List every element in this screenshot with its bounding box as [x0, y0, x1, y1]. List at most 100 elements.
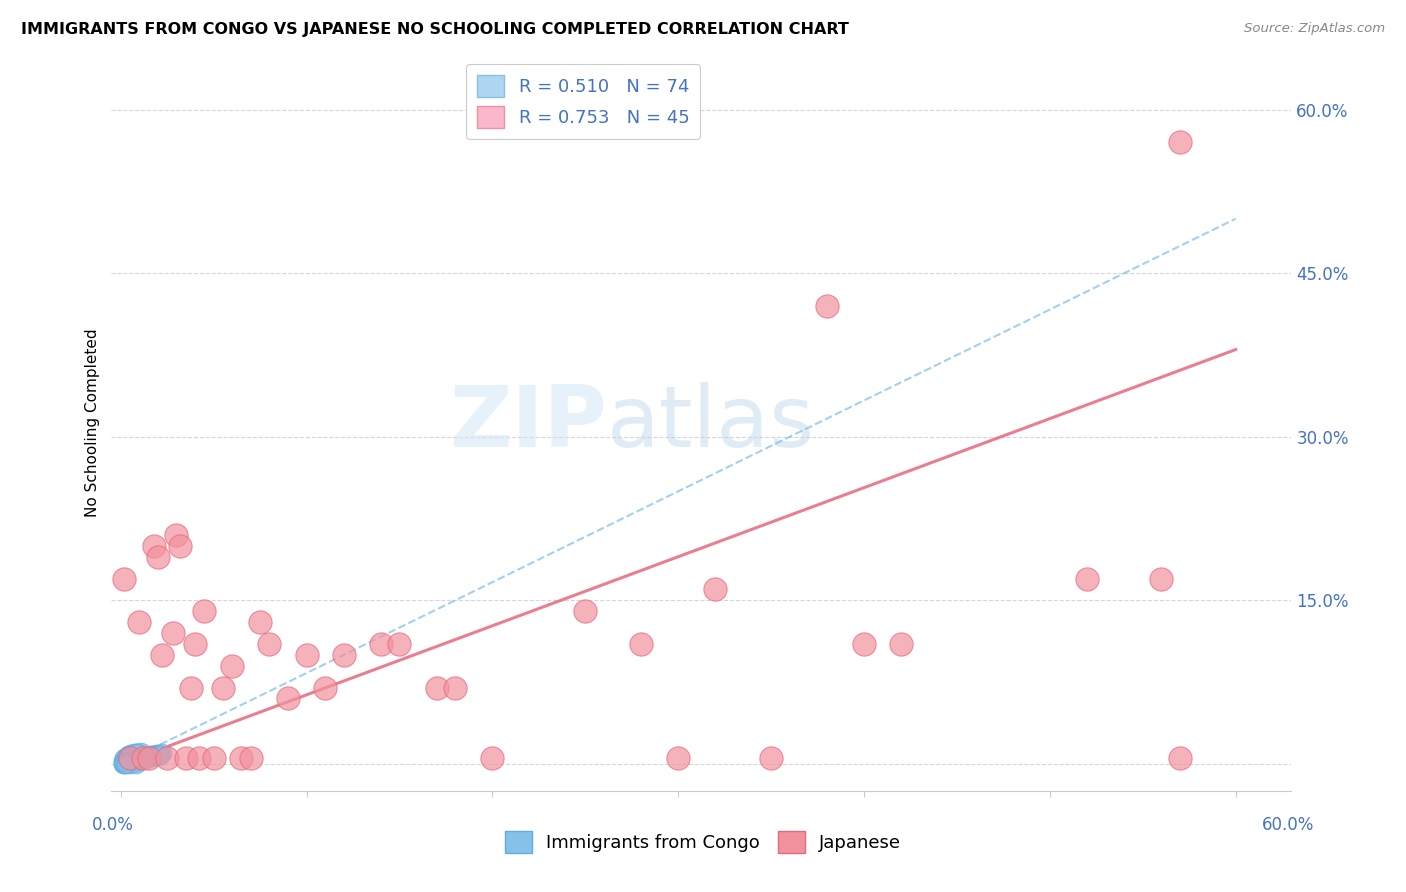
Point — [111, 756, 134, 771]
Point — [111, 756, 134, 770]
Point — [146, 549, 169, 564]
Point — [139, 748, 162, 763]
Point — [169, 539, 191, 553]
Legend: R = 0.510   N = 74, R = 0.753   N = 45: R = 0.510 N = 74, R = 0.753 N = 45 — [467, 64, 700, 139]
Point — [184, 637, 207, 651]
Point — [138, 751, 160, 765]
Point — [277, 691, 299, 706]
Point — [117, 748, 139, 763]
Point — [118, 751, 141, 765]
Point — [143, 749, 166, 764]
Point — [124, 753, 146, 767]
Point — [150, 648, 173, 662]
Point — [815, 299, 838, 313]
Point — [481, 751, 503, 765]
Point — [890, 637, 912, 651]
Point — [118, 749, 141, 764]
Point — [115, 755, 138, 769]
Point — [145, 747, 167, 761]
Point — [128, 753, 150, 767]
Point — [141, 750, 163, 764]
Point — [146, 749, 169, 764]
Point — [132, 751, 155, 765]
Point — [314, 681, 336, 695]
Point — [118, 754, 141, 768]
Point — [332, 648, 354, 662]
Point — [112, 755, 135, 769]
Point — [853, 637, 876, 651]
Text: Source: ZipAtlas.com: Source: ZipAtlas.com — [1244, 22, 1385, 36]
Point — [143, 539, 166, 553]
Point — [127, 746, 149, 760]
Point — [127, 755, 149, 769]
Point — [249, 615, 271, 629]
Point — [112, 756, 135, 770]
Point — [259, 637, 281, 651]
Point — [444, 681, 467, 695]
Point — [112, 756, 135, 771]
Point — [174, 751, 197, 765]
Point — [128, 746, 150, 760]
Point — [117, 756, 139, 770]
Point — [162, 626, 184, 640]
Point — [117, 755, 139, 769]
Point — [118, 756, 141, 770]
Point — [111, 756, 134, 770]
Point — [117, 756, 139, 770]
Point — [121, 754, 143, 768]
Point — [135, 751, 157, 765]
Point — [426, 681, 449, 695]
Legend: Immigrants from Congo, Japanese: Immigrants from Congo, Japanese — [498, 824, 908, 861]
Point — [115, 750, 138, 764]
Point — [118, 756, 141, 771]
Point — [124, 747, 146, 761]
Point — [149, 747, 172, 761]
Point — [115, 755, 138, 769]
Point — [122, 746, 145, 760]
Point — [630, 637, 652, 651]
Point — [124, 756, 146, 771]
Point — [388, 637, 411, 651]
Point — [122, 755, 145, 769]
Point — [121, 756, 143, 770]
Point — [134, 751, 156, 765]
Point — [129, 750, 152, 764]
Point — [122, 748, 145, 763]
Point — [132, 751, 155, 765]
Point — [128, 615, 150, 629]
Point — [187, 751, 209, 765]
Text: 0.0%: 0.0% — [91, 816, 134, 834]
Point — [1150, 572, 1173, 586]
Point — [122, 754, 145, 768]
Point — [112, 572, 135, 586]
Point — [124, 753, 146, 767]
Point — [180, 681, 202, 695]
Point — [111, 753, 134, 767]
Point — [150, 746, 173, 760]
Point — [370, 637, 392, 651]
Point — [124, 746, 146, 760]
Point — [143, 748, 166, 763]
Point — [118, 747, 141, 761]
Point — [295, 648, 318, 662]
Point — [231, 751, 253, 765]
Point — [221, 658, 243, 673]
Point — [139, 750, 162, 764]
Point — [112, 751, 135, 765]
Point — [122, 753, 145, 767]
Point — [141, 748, 163, 763]
Point — [118, 754, 141, 768]
Point — [135, 749, 157, 764]
Point — [666, 751, 689, 765]
Point — [193, 604, 215, 618]
Point — [129, 745, 152, 759]
Point — [156, 751, 179, 765]
Point — [115, 756, 138, 770]
Point — [704, 582, 727, 597]
Point — [166, 528, 188, 542]
Point — [239, 751, 262, 765]
Point — [127, 746, 149, 760]
Point — [202, 751, 225, 765]
Point — [1168, 136, 1191, 150]
Point — [145, 749, 167, 764]
